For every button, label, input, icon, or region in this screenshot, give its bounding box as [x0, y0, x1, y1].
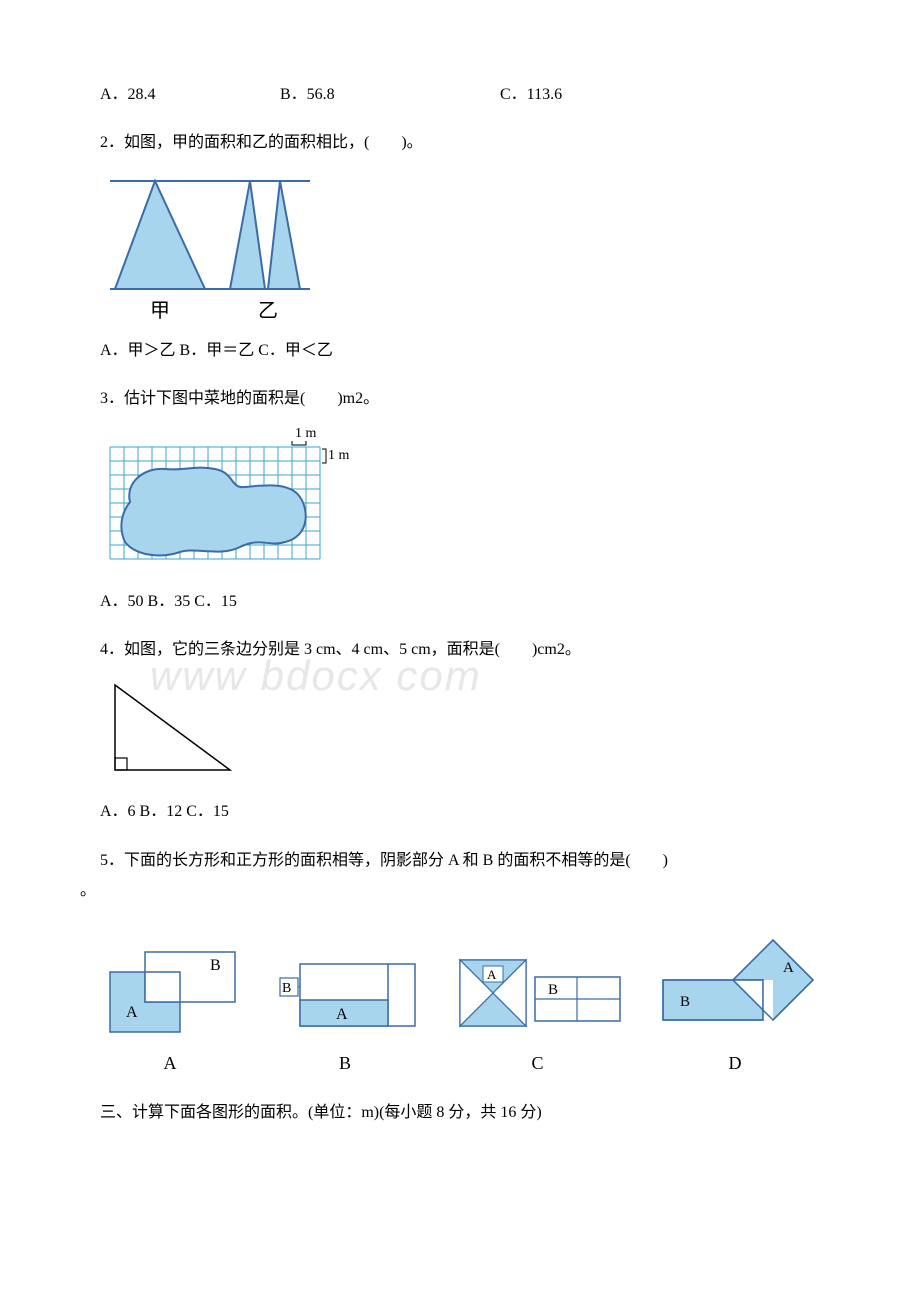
q3-label-side: 1 m — [328, 448, 350, 463]
svg-text:B: B — [548, 982, 558, 998]
q3-stem: 3．估计下图中菜地的面积是( )m2。 — [100, 384, 820, 414]
q1-options: A．28.4 B．56.8 C．113.6 — [100, 80, 820, 110]
q4-options: A．6 B．12 C．15 — [100, 797, 820, 827]
q1-opt-c: C．113.6 — [500, 80, 562, 110]
section-3-heading: 三、计算下面各图形的面积。(单位：m)(每小题 8 分，共 16 分) — [100, 1098, 820, 1128]
q5-label-b: B — [270, 1046, 420, 1080]
svg-text:B: B — [680, 994, 690, 1010]
svg-text:B: B — [210, 957, 221, 974]
q5-fig-b: A B B — [270, 942, 420, 1080]
q5-fig-c: A B C — [450, 942, 625, 1080]
q3-options: A．50 B．35 C．15 — [100, 587, 820, 617]
svg-text:A: A — [783, 960, 794, 976]
q5-fig-a: A B A — [100, 942, 240, 1080]
q2-figure: 甲 乙 — [100, 169, 320, 324]
svg-text:B: B — [282, 981, 291, 996]
q2-label-jia: 甲 — [150, 300, 170, 322]
q4-figure — [100, 675, 250, 785]
q1-opt-b: B．56.8 — [280, 80, 500, 110]
q5-label-c: C — [450, 1046, 625, 1080]
q4-stem: 4．如图，它的三条边分别是 3 cm、4 cm、5 cm，面积是( )cm2。 — [100, 635, 820, 665]
q5-fig-d: A B D — [655, 932, 815, 1080]
q3-label-top: 1 m — [295, 426, 317, 441]
svg-text:A: A — [487, 967, 497, 982]
svg-text:A: A — [126, 1004, 138, 1021]
q2-label-yi: 乙 — [258, 300, 278, 322]
q5-label-a: A — [100, 1046, 240, 1080]
svg-text:A: A — [336, 1006, 348, 1023]
q5-stem-b: 。 — [80, 876, 820, 906]
q2-options: A．甲＞乙 B．甲＝乙 C．甲＜乙 — [100, 336, 820, 366]
q3-figure: 1 m 1 m — [100, 425, 360, 575]
q5-label-d: D — [655, 1046, 815, 1080]
q2-stem: 2．如图，甲的面积和乙的面积相比，( )。 — [100, 128, 820, 158]
q5-stem-a: 5．下面的长方形和正方形的面积相等，阴影部分 A 和 B 的面积不相等的是( ) — [100, 846, 820, 876]
q1-opt-a: A．28.4 — [100, 80, 280, 110]
